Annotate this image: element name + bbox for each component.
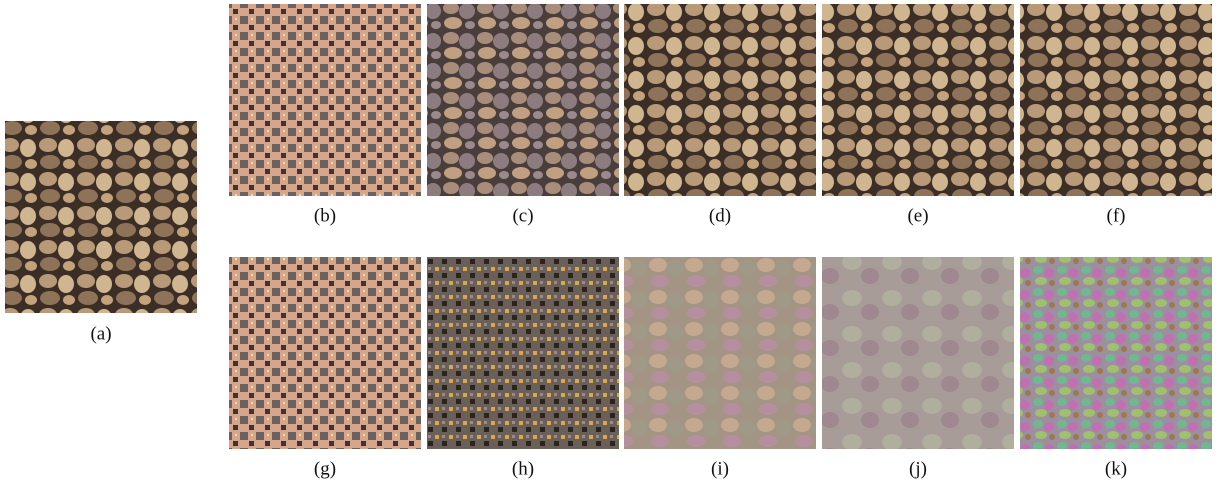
panel-label: (g) [314, 458, 336, 479]
panel-image [427, 4, 619, 196]
panel-image [229, 257, 421, 449]
panel-label: (j) [909, 458, 927, 479]
panel-label: (a) [90, 323, 111, 344]
panel-label: (d) [709, 205, 731, 226]
panel-image [1020, 4, 1212, 196]
panel-label: (e) [907, 205, 928, 226]
figure: (a) (b) (c) (d) (e) (f) (g) (h) (i) (j) … [0, 0, 1222, 489]
panel-label: (i) [711, 458, 729, 479]
panel-image [624, 257, 816, 449]
panel-image [427, 257, 619, 449]
panel-image [5, 121, 197, 313]
panel-image [822, 257, 1014, 449]
panel-image [229, 4, 421, 196]
panel-image [1020, 257, 1212, 449]
panel-label: (b) [314, 205, 336, 226]
panel-label: (c) [512, 205, 533, 226]
panel-label: (h) [512, 458, 534, 479]
panel-label: (k) [1105, 458, 1127, 479]
panel-image [624, 4, 816, 196]
panel-image [822, 4, 1014, 196]
panel-label: (f) [1107, 205, 1126, 226]
